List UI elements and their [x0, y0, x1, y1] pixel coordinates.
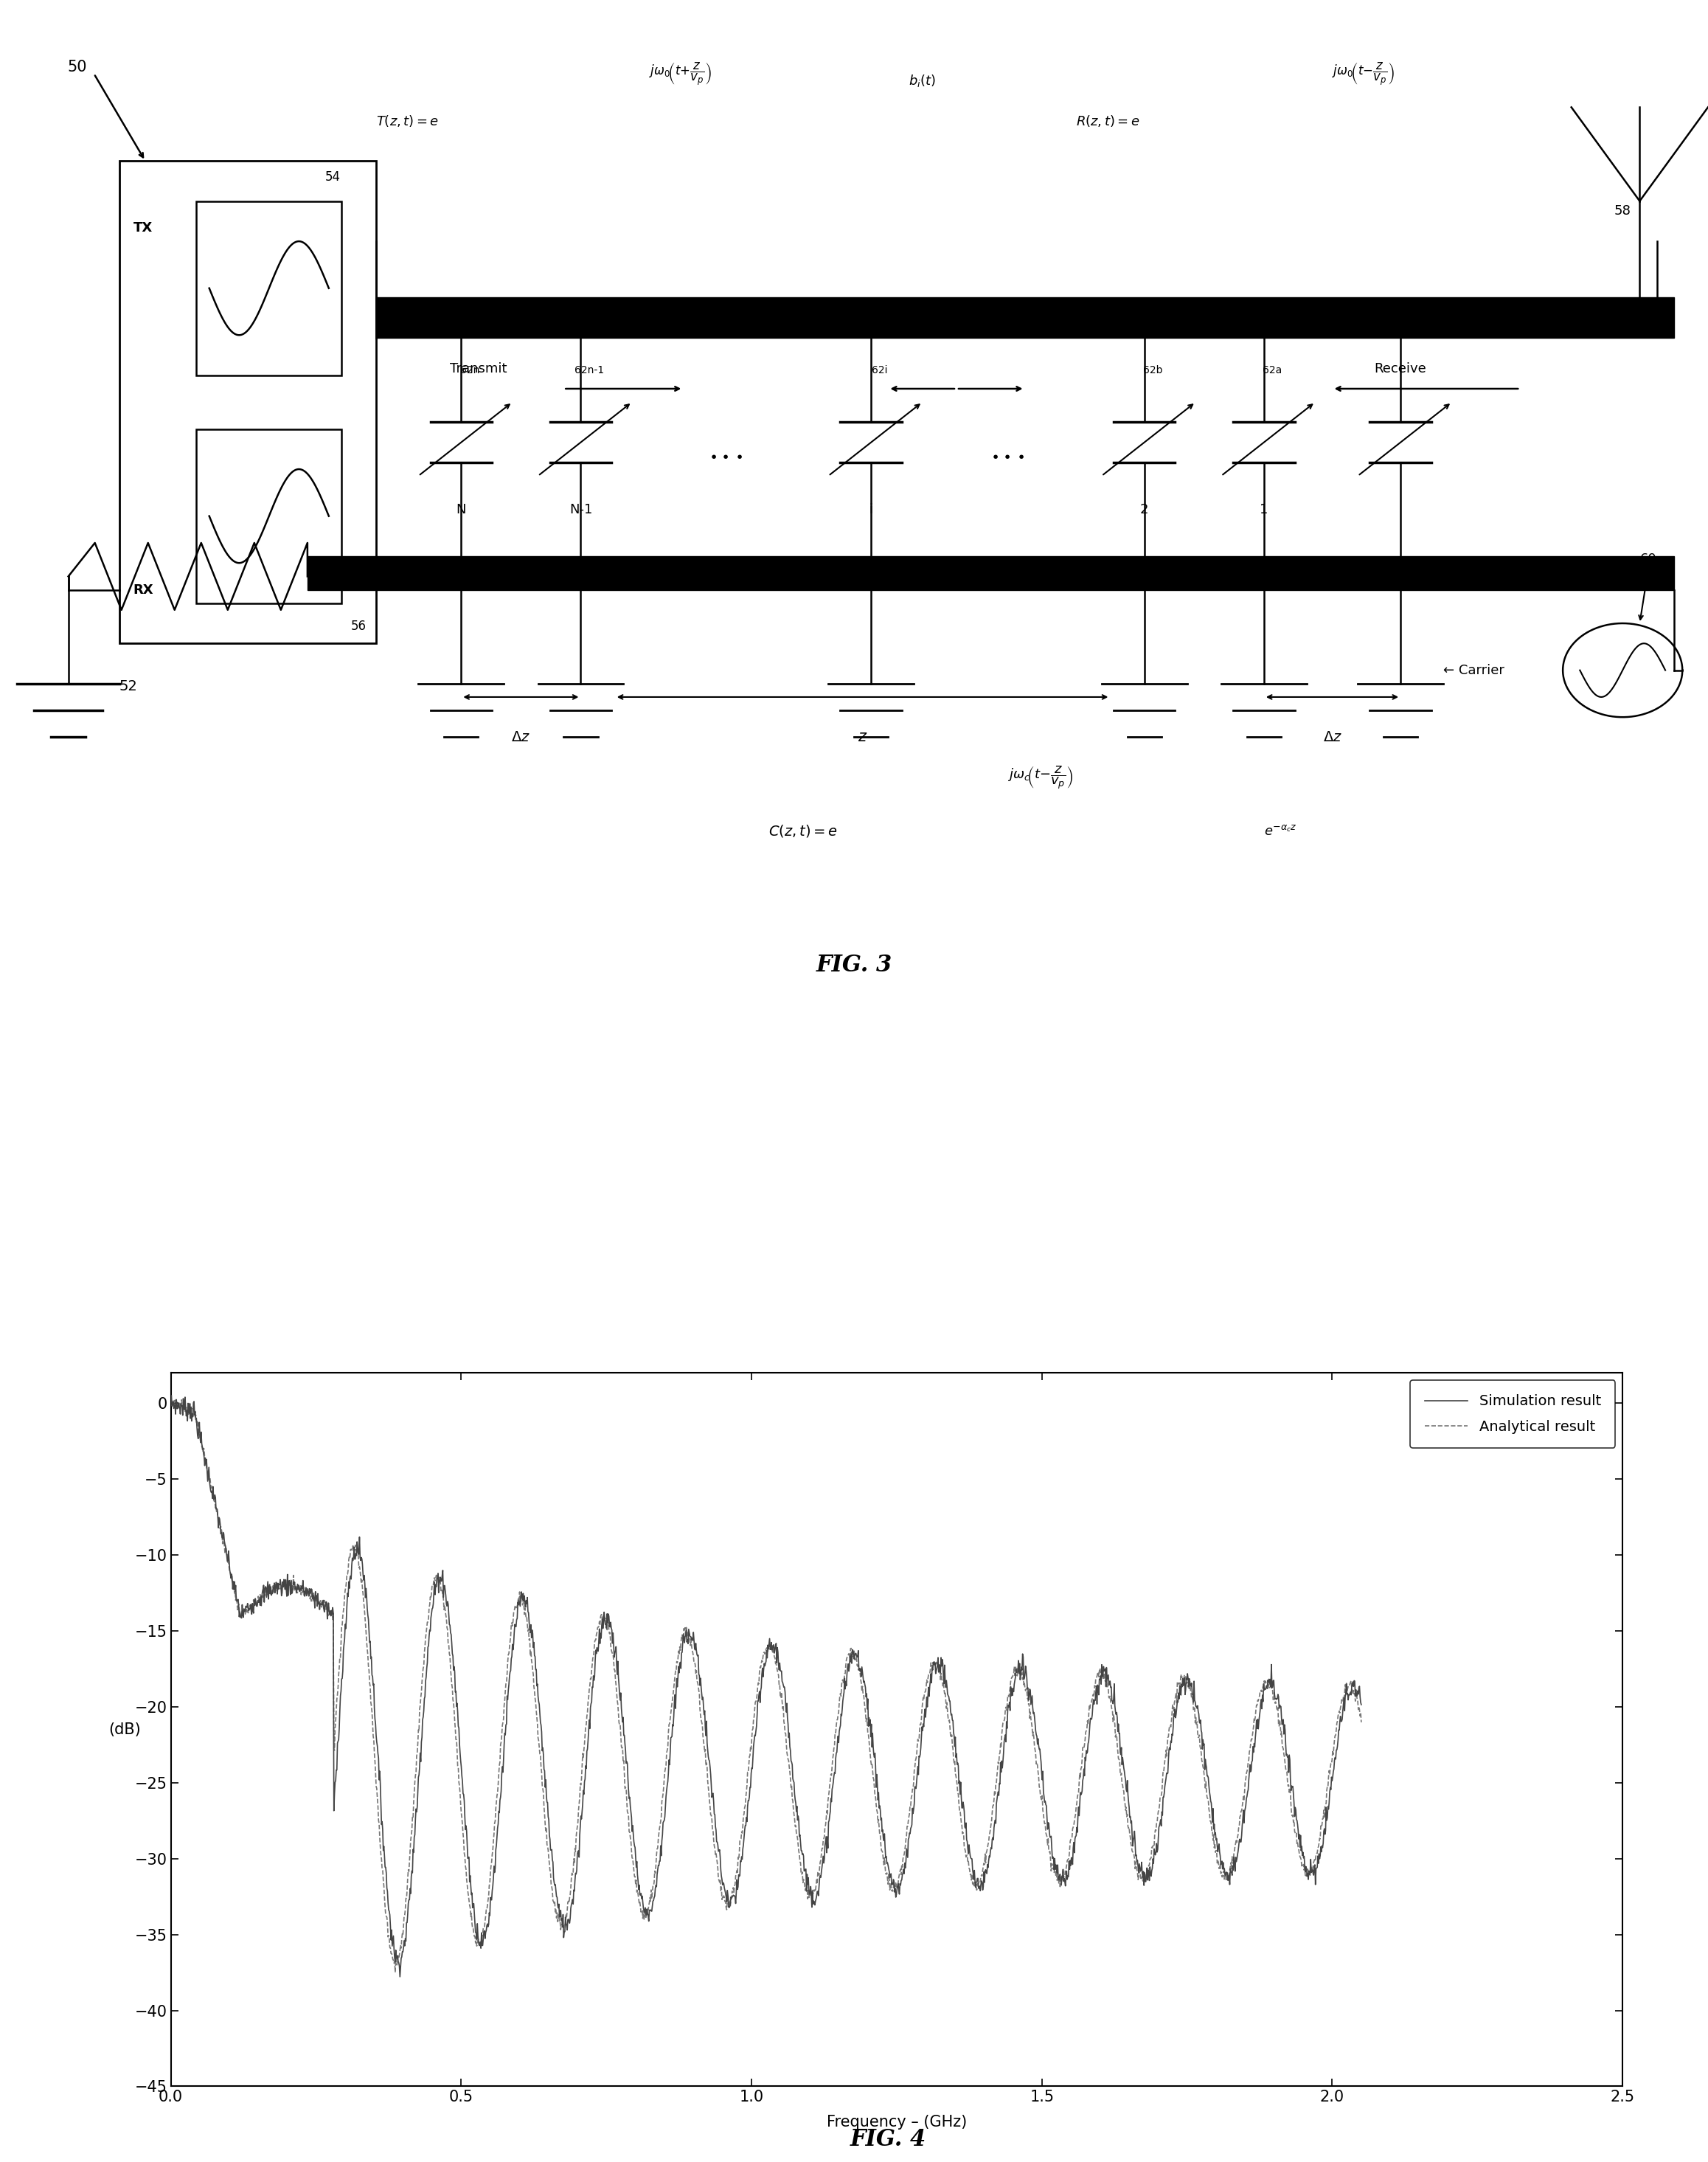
- Text: $\bullet\bullet\bullet$: $\bullet\bullet\bullet$: [991, 450, 1025, 463]
- Text: N-1: N-1: [569, 504, 593, 517]
- Analytical result: [741, 1736, 762, 1762]
- Legend: Simulation result, Analytical result: Simulation result, Analytical result: [1411, 1379, 1616, 1449]
- Text: $\Delta z$: $\Delta z$: [511, 731, 531, 744]
- Text: $R(z,t){=}e$: $R(z,t){=}e$: [1076, 112, 1139, 128]
- Text: 52: 52: [120, 679, 137, 694]
- Text: 62b: 62b: [1143, 365, 1163, 376]
- Simulation result: [1317, 1805, 1337, 1831]
- Simulation result: [1351, 1691, 1372, 1717]
- Text: $j\omega_0\!\left(t{+}\dfrac{z}{v_p}\right)$: $j\omega_0\!\left(t{+}\dfrac{z}{v_p}\rig…: [649, 61, 712, 86]
- Text: 62n-1: 62n-1: [574, 365, 605, 376]
- Simulation result: [1317, 1807, 1337, 1833]
- Text: TX: TX: [133, 221, 152, 233]
- Text: 56: 56: [350, 620, 367, 633]
- Simulation result: [709, 1838, 729, 1864]
- Bar: [307, 556, 1674, 590]
- Text: $b_i(t)$: $b_i(t)$: [909, 74, 936, 89]
- Text: 60: 60: [1640, 553, 1657, 566]
- Simulation result: [222, 1563, 243, 1589]
- Bar: [196, 201, 342, 376]
- Analytical result: [1317, 1773, 1337, 1799]
- Text: RX: RX: [133, 584, 154, 597]
- Text: Receive: Receive: [1375, 361, 1426, 376]
- Text: $C(z,t){=}e$: $C(z,t){=}e$: [769, 824, 837, 839]
- Text: $\bullet\bullet\bullet$: $\bullet\bullet\bullet$: [709, 450, 743, 463]
- Text: FIG. 4: FIG. 4: [851, 2127, 926, 2151]
- Text: N: N: [456, 504, 466, 517]
- Analytical result: [161, 1392, 181, 1418]
- Analytical result: [1100, 1684, 1120, 1710]
- Simulation result: [1098, 1671, 1119, 1697]
- Analytical result: [384, 1959, 405, 1985]
- Simulation result: [389, 1963, 410, 1989]
- X-axis label: Frequency – (GHz): Frequency – (GHz): [827, 2114, 967, 2130]
- Text: $e^{-\alpha_c z}$: $e^{-\alpha_c z}$: [1264, 824, 1296, 837]
- Analytical result: [1317, 1773, 1337, 1799]
- Text: ← Carrier: ← Carrier: [1443, 664, 1505, 677]
- Text: 62a: 62a: [1262, 365, 1283, 376]
- Bar: [120, 160, 376, 644]
- Analytical result: [1351, 1710, 1372, 1736]
- Text: 58: 58: [1614, 203, 1631, 218]
- Text: 50: 50: [67, 61, 87, 74]
- Y-axis label: (dB): (dB): [108, 1723, 140, 1736]
- Text: i: i: [869, 504, 873, 517]
- Text: 54: 54: [325, 171, 342, 184]
- Text: 62n: 62n: [459, 365, 480, 376]
- Analytical result: [222, 1570, 243, 1596]
- Text: $j\omega_c\!\left(t{-}\dfrac{z}{v_p}\right)$: $j\omega_c\!\left(t{-}\dfrac{z}{v_p}\rig…: [1008, 763, 1074, 791]
- Text: $\Delta z$: $\Delta z$: [1322, 731, 1342, 744]
- Text: 1: 1: [1261, 504, 1267, 517]
- Line: Simulation result: Simulation result: [171, 1397, 1361, 1976]
- Analytical result: [709, 1870, 729, 1896]
- Text: FIG. 3: FIG. 3: [816, 953, 892, 977]
- Text: Transmit: Transmit: [449, 361, 507, 376]
- Analytical result: [171, 1386, 191, 1412]
- Line: Analytical result: Analytical result: [171, 1399, 1361, 1972]
- Text: 2: 2: [1141, 504, 1148, 517]
- Text: $T(z,t){=}e$: $T(z,t){=}e$: [376, 112, 439, 128]
- Bar: [376, 298, 1674, 337]
- Text: 62i: 62i: [871, 365, 888, 376]
- Bar: [196, 428, 342, 603]
- Simulation result: [161, 1384, 181, 1410]
- Simulation result: [740, 1775, 760, 1801]
- Text: $j\omega_0\!\left(t{-}\dfrac{z}{v_p}\right)$: $j\omega_0\!\left(t{-}\dfrac{z}{v_p}\rig…: [1332, 61, 1395, 86]
- Text: $z$: $z$: [857, 731, 868, 744]
